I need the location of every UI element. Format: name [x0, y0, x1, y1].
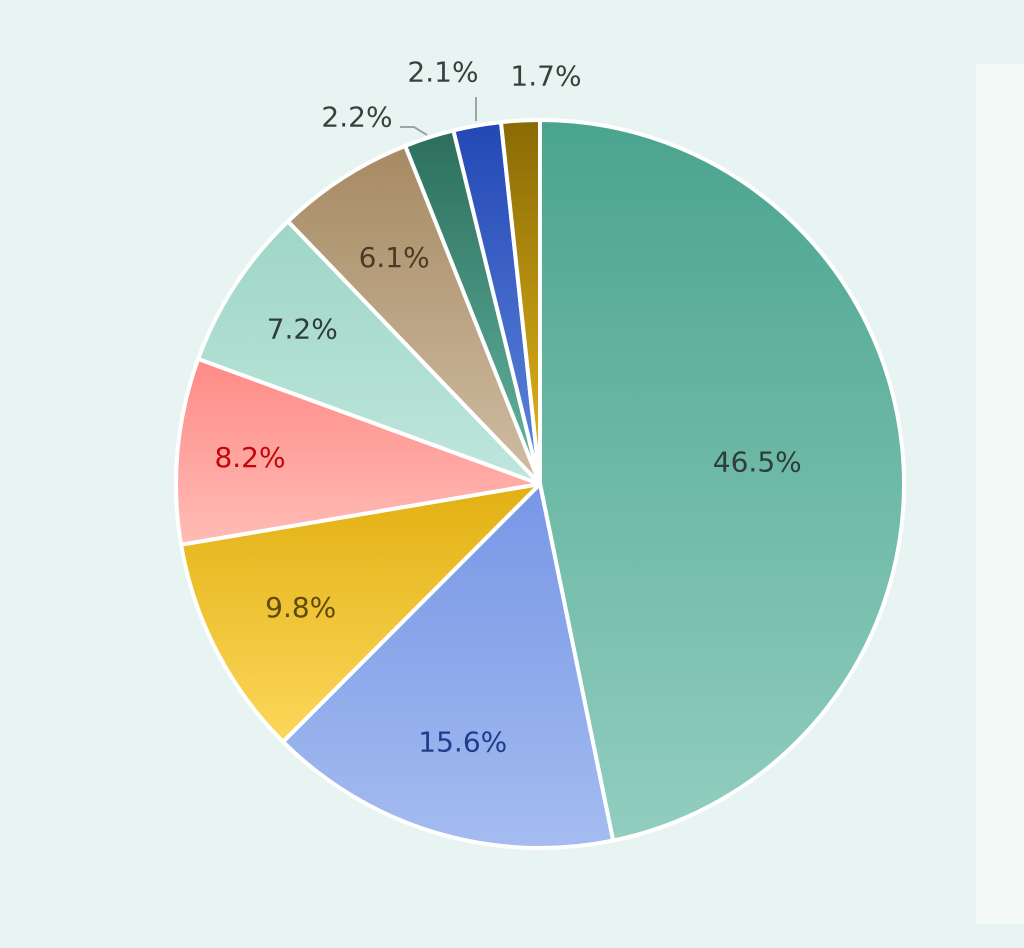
slice-label-1: 46.5%: [713, 445, 802, 478]
slice-label-2: 15.6%: [418, 726, 507, 759]
pie-slice-2: [281, 482, 616, 850]
pie-slice-3: [179, 482, 542, 744]
slice-label-9: 1.7%: [510, 60, 581, 93]
pie-slice-1: [538, 118, 906, 843]
pie-labels: 46.5% 15.6% 9.8% 8.2% 7.2% 6.1% 2.2% 2.1% 1.7%: [214, 56, 801, 759]
legend-panel: [976, 64, 1024, 924]
leader-line-7: [400, 126, 428, 136]
slice-label-5: 7.2%: [267, 312, 338, 345]
slice-label-6: 6.1%: [359, 241, 430, 274]
pie-slice-9: [498, 118, 542, 486]
label-leader-lines: [400, 97, 477, 136]
slice-label-8: 2.1%: [407, 56, 478, 89]
slice-label-4: 8.2%: [214, 441, 285, 474]
pie-slice-4: [174, 356, 542, 547]
pie-slice-5: [196, 219, 542, 486]
slice-label-3: 9.8%: [265, 591, 336, 624]
slice-label-7: 2.2%: [321, 101, 392, 134]
pie-slice-6: [285, 143, 542, 486]
pie-slices: [174, 118, 906, 850]
